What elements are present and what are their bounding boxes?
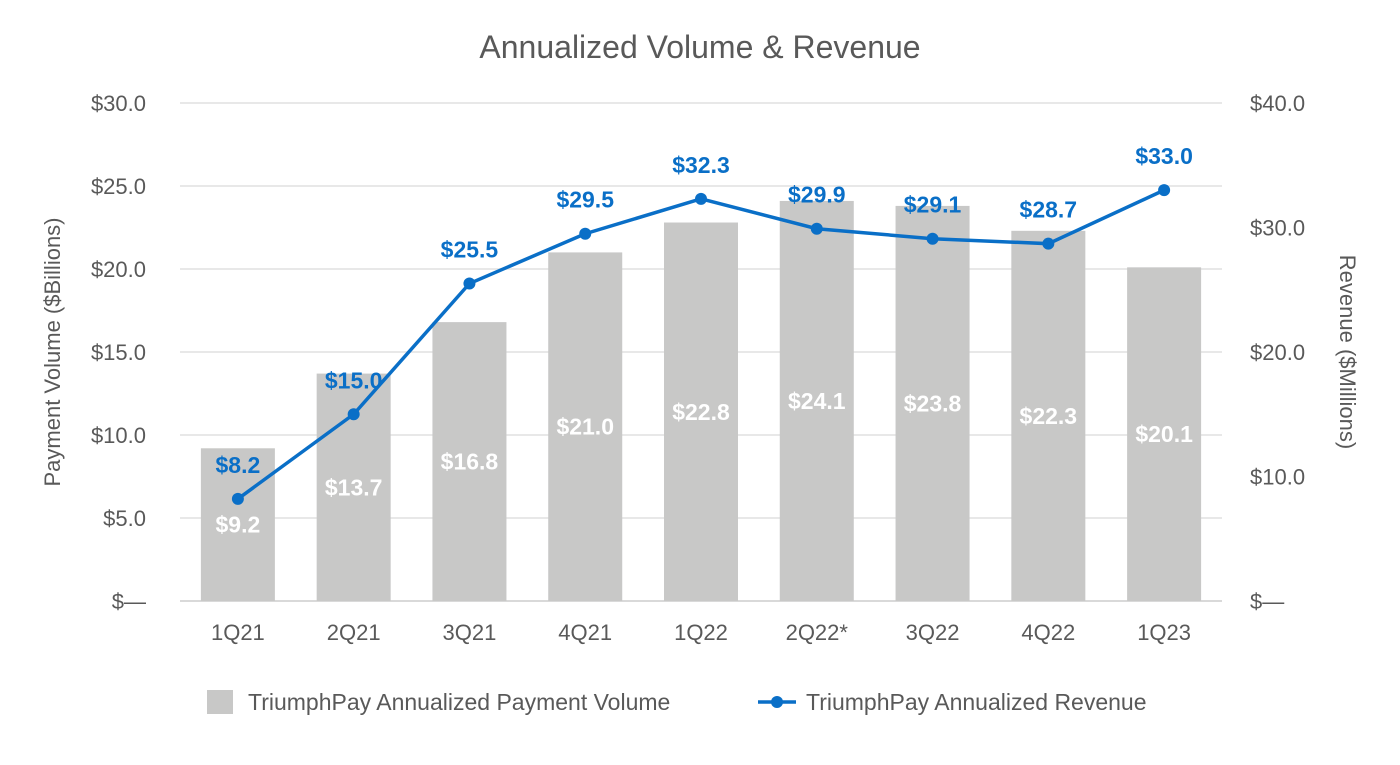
line-label: $33.0 [1135, 143, 1193, 169]
line-label: $25.5 [441, 237, 499, 263]
legend-swatch-revenue-marker [771, 696, 783, 708]
line-point [1158, 184, 1171, 197]
legend-label-revenue: TriumphPay Annualized Revenue [806, 689, 1147, 715]
x-tick: 4Q22 [1021, 620, 1075, 645]
line-point [695, 192, 707, 205]
line-point [926, 232, 939, 245]
bar-label: $22.3 [1020, 403, 1078, 429]
line-label: $29.9 [788, 182, 846, 208]
bar [779, 200, 854, 601]
line-label: $15.0 [325, 367, 383, 393]
line-point [463, 277, 476, 290]
line-label: $8.2 [216, 452, 261, 478]
line-point [231, 492, 244, 505]
x-tick: 2Q21 [327, 620, 381, 645]
bar-label: $23.8 [904, 390, 962, 416]
bar-label: $20.1 [1135, 421, 1193, 447]
y-axis-label-right: Revenue ($Millions) [1335, 255, 1360, 449]
y-tick-left: $15.0 [91, 340, 146, 365]
x-tick: 2Q22* [786, 620, 849, 645]
legend-swatch-volume [207, 690, 233, 714]
y-tick-left: $30.0 [91, 91, 146, 116]
y-tick-right: $10.0 [1250, 465, 1305, 490]
bar-label: $16.8 [441, 449, 499, 475]
bar-label: $24.1 [788, 388, 846, 414]
x-tick: 1Q21 [211, 620, 265, 645]
y-tick-left: $25.0 [91, 174, 146, 199]
x-tick: 3Q22 [906, 620, 960, 645]
chart-title: Annualized Volume & Revenue [479, 29, 920, 65]
legend-label-volume: TriumphPay Annualized Payment Volume [248, 689, 670, 715]
y-tick-left: $5.0 [103, 506, 146, 531]
bar-label: $9.2 [216, 512, 261, 538]
y-tick-right: $— [1250, 589, 1284, 614]
x-tick: 1Q23 [1137, 620, 1191, 645]
bar [664, 222, 738, 601]
x-tick: 3Q21 [443, 620, 497, 645]
line-point [347, 408, 360, 421]
bar [200, 448, 275, 601]
line-point [810, 222, 823, 235]
line-label: $29.1 [904, 192, 962, 218]
line-label: $29.5 [556, 187, 614, 213]
bar-label: $21.0 [556, 414, 614, 440]
y-tick-right: $30.0 [1250, 216, 1305, 241]
bar [548, 252, 623, 601]
y-tick-left: $10.0 [91, 423, 146, 448]
y-tick-right: $40.0 [1250, 91, 1305, 116]
bar-label: $22.8 [672, 399, 730, 425]
y-tick-left: $— [112, 589, 146, 614]
bar [895, 205, 970, 602]
bar [1011, 230, 1086, 601]
bar [1127, 267, 1202, 601]
bar [432, 322, 507, 601]
y-axis-label-left: Payment Volume ($Billions) [40, 217, 65, 486]
line-point [1042, 237, 1055, 250]
y-tick-right: $20.0 [1250, 340, 1305, 365]
y-tick-left: $20.0 [91, 257, 146, 282]
x-tick: 4Q21 [558, 620, 612, 645]
line-label: $28.7 [1020, 197, 1078, 223]
line-label: $32.3 [672, 152, 730, 178]
line-point [579, 227, 592, 240]
bar-label: $13.7 [325, 474, 383, 500]
x-tick: 1Q22 [674, 620, 728, 645]
